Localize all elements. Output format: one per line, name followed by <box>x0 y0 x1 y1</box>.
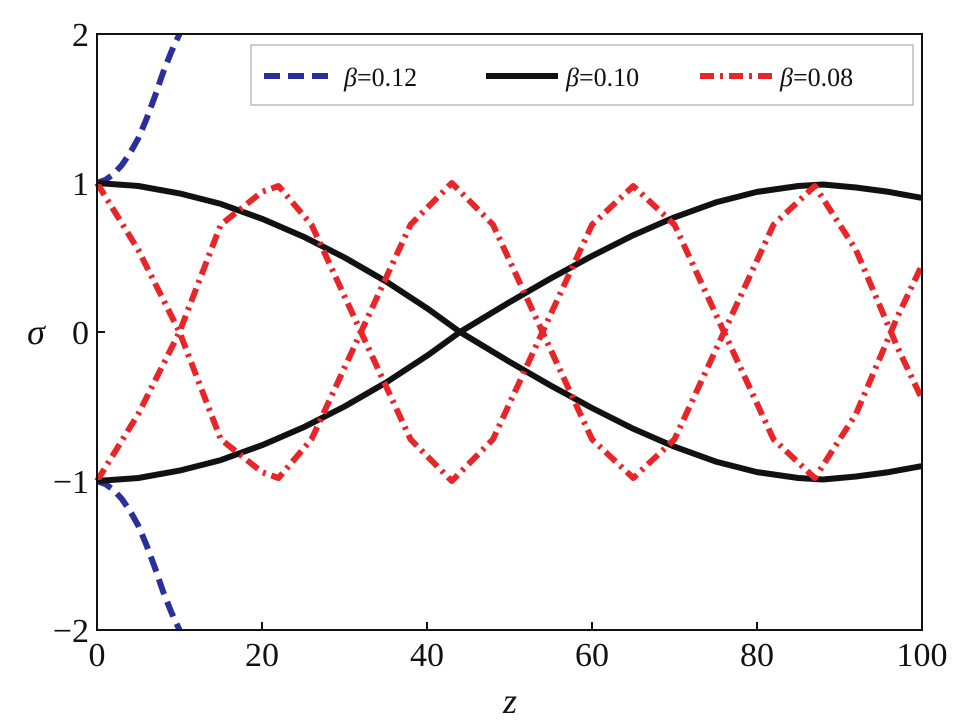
x-tick-label: 100 <box>897 637 948 674</box>
series-line-2-branch-0 <box>94 180 925 481</box>
legend: β=0.12 β=0.10 β=0.08 <box>250 44 914 106</box>
series-line-2-branch-1 <box>94 183 925 484</box>
legend-label-beta-0.10: β=0.10 <box>565 63 639 92</box>
x-tick-label: 20 <box>245 637 279 674</box>
series-line-1-branch-0 <box>96 180 923 483</box>
y-tick-label: 0 <box>72 315 89 352</box>
legend-symbol: β <box>779 63 793 92</box>
legend-box <box>250 44 914 106</box>
x-tick-label: 40 <box>410 637 444 674</box>
y-axis-title: σ <box>27 312 46 352</box>
x-axis-title: z <box>502 681 517 721</box>
legend-value: =0.08 <box>793 63 853 92</box>
y-tick-label: −2 <box>53 613 89 650</box>
plot-frame <box>96 33 923 631</box>
y-tick-label: 2 <box>72 17 89 54</box>
legend-value: =0.10 <box>579 63 639 92</box>
y-tick-label: −1 <box>53 464 89 501</box>
y-tick-label: 1 <box>72 166 89 203</box>
x-tick-label: 0 <box>89 637 106 674</box>
legend-symbol: β <box>565 63 579 92</box>
x-tick-label: 80 <box>740 637 774 674</box>
legend-label-beta-0.08: β=0.08 <box>779 63 853 92</box>
series-layer <box>94 32 925 632</box>
legend-value: =0.12 <box>357 63 417 92</box>
series-line-0-branch-1 <box>95 478 183 632</box>
ticks-layer: 0 20 40 60 80 100 2 1 0 −1 −2 <box>53 17 948 674</box>
legend-label-beta-0.12: β=0.12 <box>343 63 417 92</box>
series-line-0-branch-0 <box>95 32 183 186</box>
x-tick-label: 60 <box>575 637 609 674</box>
legend-symbol: β <box>343 63 357 92</box>
series-line-1-branch-1 <box>96 181 923 484</box>
